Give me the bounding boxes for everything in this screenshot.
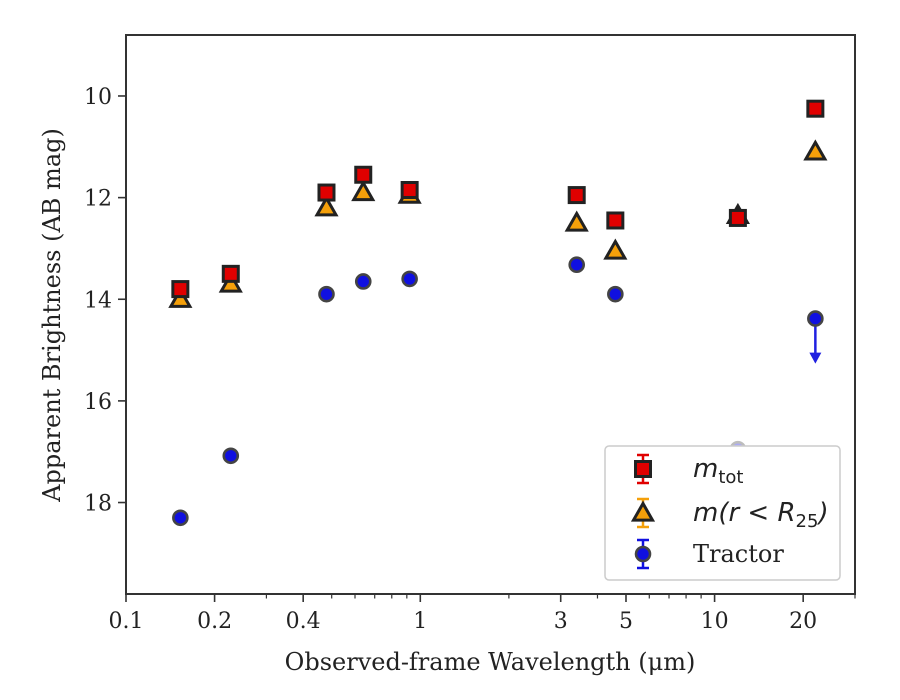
circle-point bbox=[354, 273, 372, 290]
legend-box bbox=[604, 445, 841, 581]
square-point bbox=[317, 183, 336, 202]
x-tick-label: 0.2 bbox=[197, 609, 232, 634]
square-point bbox=[221, 264, 240, 283]
y-tick-label: 14 bbox=[84, 288, 112, 313]
x-tick-label: 0.1 bbox=[109, 609, 144, 634]
square-point bbox=[728, 208, 747, 227]
circle-point bbox=[807, 310, 824, 327]
legend-label-main: m(r < R bbox=[693, 498, 796, 528]
markers-layer bbox=[168, 99, 828, 527]
square-point bbox=[806, 99, 825, 118]
legend-label: Tractor bbox=[693, 540, 784, 568]
triangle-point bbox=[803, 139, 828, 161]
circle-point bbox=[401, 270, 418, 288]
x-tick-label: 20 bbox=[789, 609, 817, 634]
square-point bbox=[354, 165, 373, 184]
legend-marker bbox=[630, 500, 656, 522]
y-tick-label: 10 bbox=[84, 85, 112, 110]
square-point bbox=[400, 180, 419, 199]
circle-point bbox=[568, 256, 586, 273]
y-tick-label: 16 bbox=[84, 390, 112, 415]
legend-marker bbox=[634, 460, 652, 478]
square-point bbox=[606, 211, 625, 230]
square-point bbox=[567, 186, 586, 205]
triangle-point bbox=[603, 238, 628, 260]
legend-label-subscript: tot bbox=[718, 467, 743, 488]
x-tick-label: 10 bbox=[701, 609, 729, 634]
legend: mtot m(r < R25) Tractor bbox=[604, 445, 841, 581]
x-axis-label: Observed-frame Wavelength (μm) bbox=[285, 648, 696, 676]
legend-label-close: ) bbox=[816, 498, 828, 528]
y-tick-label: 12 bbox=[84, 187, 112, 212]
legend-marker bbox=[634, 545, 652, 563]
x-tick-label: 0.4 bbox=[286, 609, 321, 634]
legend-label: mtot bbox=[693, 454, 743, 488]
x-tick-label: 3 bbox=[554, 609, 568, 634]
x-tick-label: 5 bbox=[619, 609, 633, 634]
legend-label-main: m bbox=[693, 454, 718, 484]
circle-point bbox=[222, 447, 240, 465]
triangle-point bbox=[351, 180, 376, 202]
square-point bbox=[171, 280, 190, 299]
ticks-layer: 0.1 0.2 0.4 1 3 5 10 20 10 12 14 16 18 bbox=[84, 85, 856, 634]
plot-frame bbox=[125, 34, 856, 595]
legend-label: m(r < R25) bbox=[693, 498, 829, 532]
triangle-point bbox=[314, 195, 339, 217]
triangle-point bbox=[564, 210, 589, 232]
y-tick-label: 18 bbox=[84, 492, 112, 517]
circle-point bbox=[318, 285, 335, 303]
circle-point bbox=[172, 509, 189, 527]
x-tick-label: 1 bbox=[413, 609, 427, 634]
y-axis-label: Apparent Brightness (AB mag) bbox=[38, 128, 66, 503]
legend-label-subscript: 25 bbox=[796, 511, 819, 532]
circle-point bbox=[607, 285, 624, 303]
